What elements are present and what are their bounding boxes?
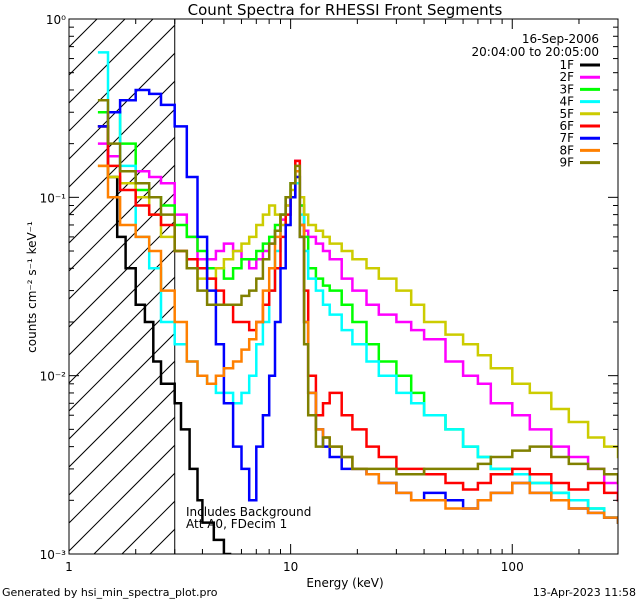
legend-label-7F: 7F — [559, 131, 574, 145]
x-tick-label: 10 — [283, 560, 298, 574]
plot-frame — [68, 18, 619, 555]
y-axis-label: counts cm⁻² s⁻¹ keV⁻¹ — [25, 221, 39, 353]
axis-tick-labels: 1 10 100 10⁰ 10⁻¹ 10⁻² 10⁻³ — [40, 13, 524, 574]
annotation-line-2: Att A0, FDecim 1 — [186, 517, 287, 531]
hatch-line — [69, 276, 175, 384]
legend-label-9F: 9F — [559, 156, 574, 170]
hatch-line — [69, 220, 175, 328]
legend-label-8F: 8F — [559, 143, 574, 157]
series-1F-line — [97, 125, 232, 554]
x-tick-label: 1 — [65, 560, 73, 574]
time-range-label: 20:04:00 to 20:05:00 — [472, 45, 599, 59]
hatch-line — [69, 80, 175, 188]
annotation-line-1: Includes Background — [186, 505, 311, 519]
legend-label-2F: 2F — [559, 70, 574, 84]
hatch-line — [69, 24, 175, 132]
hatched-region — [69, 19, 175, 554]
hatch-line — [69, 360, 175, 468]
series-layer — [97, 51, 618, 554]
series-9F-line — [97, 99, 618, 485]
y-tick-label: 10⁰ — [46, 13, 66, 27]
axis-ticks — [68, 19, 619, 555]
x-axis-label: Energy (keV) — [306, 576, 383, 590]
chart-title: Count Spectra for RHESSI Front Segments — [188, 1, 503, 19]
hatch-line — [69, 192, 175, 300]
x-tick-label: 100 — [501, 560, 524, 574]
hatch-line — [69, 416, 175, 524]
generated-by-label: Generated by hsi_min_spectra_plot.pro — [2, 586, 218, 599]
legend-label-6F: 6F — [559, 119, 574, 133]
legend-label-5F: 5F — [559, 107, 574, 121]
date-label: 16-Sep-2006 — [522, 32, 599, 46]
legend-label-3F: 3F — [559, 82, 574, 96]
y-tick-label: 10⁻¹ — [40, 191, 67, 205]
hatch-line — [69, 444, 175, 552]
y-tick-label: 10⁻² — [40, 370, 67, 384]
y-tick-label: 10⁻³ — [40, 548, 67, 562]
legend-label-4F: 4F — [559, 95, 574, 109]
legend-label-1F: 1F — [559, 58, 574, 72]
timestamp-label: 13-Apr-2023 11:58 — [533, 586, 636, 599]
hatch-line — [69, 388, 175, 496]
hatch-line — [69, 248, 175, 356]
